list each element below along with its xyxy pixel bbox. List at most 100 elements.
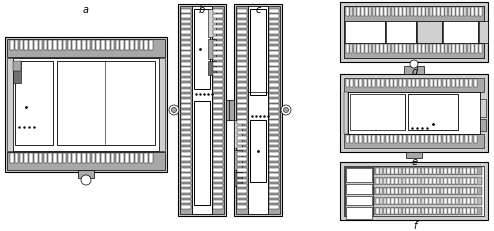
Bar bbox=[125, 153, 129, 163]
Bar bbox=[237, 158, 247, 161]
Bar bbox=[437, 45, 440, 54]
Bar bbox=[399, 80, 402, 88]
Bar bbox=[411, 8, 413, 17]
Bar bbox=[445, 188, 447, 194]
Bar bbox=[269, 142, 279, 145]
Bar bbox=[403, 178, 405, 184]
Bar bbox=[213, 100, 223, 103]
Bar bbox=[269, 121, 279, 124]
Bar bbox=[399, 8, 402, 17]
Bar bbox=[421, 208, 424, 214]
Bar bbox=[269, 42, 279, 45]
Bar bbox=[376, 178, 378, 184]
Bar bbox=[355, 80, 358, 88]
Bar bbox=[140, 41, 143, 51]
Bar bbox=[452, 80, 454, 88]
Bar bbox=[213, 73, 223, 77]
Bar bbox=[350, 135, 353, 143]
Bar bbox=[416, 80, 419, 88]
Text: f: f bbox=[413, 220, 416, 230]
Bar bbox=[441, 8, 444, 17]
Bar bbox=[384, 198, 386, 204]
Bar bbox=[433, 198, 436, 204]
Bar bbox=[181, 68, 191, 71]
Bar bbox=[15, 62, 53, 145]
Bar bbox=[181, 189, 191, 193]
Bar bbox=[181, 131, 191, 135]
Bar bbox=[269, 10, 279, 13]
Bar bbox=[441, 208, 443, 214]
Bar bbox=[237, 116, 247, 119]
Bar bbox=[269, 200, 279, 204]
Bar bbox=[213, 179, 223, 182]
Bar bbox=[421, 198, 424, 204]
Bar bbox=[269, 126, 279, 130]
Bar bbox=[7, 59, 13, 151]
Bar bbox=[376, 208, 378, 214]
Bar bbox=[34, 153, 38, 163]
Bar bbox=[269, 152, 279, 156]
Bar bbox=[269, 137, 279, 140]
Bar bbox=[403, 80, 406, 88]
Bar bbox=[475, 188, 477, 194]
Bar bbox=[414, 198, 416, 204]
Bar bbox=[350, 80, 353, 88]
Bar bbox=[269, 36, 279, 40]
Bar bbox=[237, 105, 247, 108]
Bar bbox=[380, 178, 382, 184]
Bar bbox=[269, 105, 279, 108]
Bar bbox=[77, 41, 81, 51]
Bar bbox=[181, 137, 191, 140]
Bar bbox=[15, 153, 18, 163]
Bar bbox=[430, 45, 432, 54]
Bar bbox=[149, 41, 153, 51]
Bar bbox=[181, 195, 191, 198]
Bar bbox=[269, 31, 279, 35]
Bar bbox=[269, 21, 279, 24]
Bar bbox=[208, 10, 216, 38]
Bar bbox=[437, 8, 440, 17]
Bar bbox=[399, 208, 401, 214]
Bar bbox=[237, 31, 247, 35]
Circle shape bbox=[281, 106, 291, 116]
Bar bbox=[437, 178, 439, 184]
Bar bbox=[24, 41, 28, 51]
Bar bbox=[350, 8, 352, 17]
Bar bbox=[365, 45, 368, 54]
Bar bbox=[460, 135, 463, 143]
Bar bbox=[475, 208, 477, 214]
Bar bbox=[445, 208, 447, 214]
Bar bbox=[39, 41, 42, 51]
Bar bbox=[361, 8, 364, 17]
Bar bbox=[387, 208, 390, 214]
Bar bbox=[269, 52, 279, 56]
Bar bbox=[178, 5, 226, 216]
Bar bbox=[57, 62, 155, 145]
Bar bbox=[355, 135, 358, 143]
Bar bbox=[7, 40, 165, 58]
Bar bbox=[213, 142, 223, 145]
Bar bbox=[226, 100, 231, 121]
Bar bbox=[181, 36, 191, 40]
Bar bbox=[429, 168, 432, 174]
Bar bbox=[452, 178, 454, 184]
Bar bbox=[387, 178, 390, 184]
Bar bbox=[237, 94, 247, 98]
Bar bbox=[357, 45, 360, 54]
Bar bbox=[414, 188, 416, 194]
Bar bbox=[192, 7, 212, 214]
Bar bbox=[237, 147, 247, 151]
Bar bbox=[403, 198, 405, 204]
Bar bbox=[237, 68, 247, 71]
Bar bbox=[374, 187, 482, 195]
Bar bbox=[213, 105, 223, 108]
Bar bbox=[359, 135, 362, 143]
Bar bbox=[121, 153, 124, 163]
Bar bbox=[77, 153, 81, 163]
Bar bbox=[237, 15, 247, 19]
Bar bbox=[437, 208, 439, 214]
Bar bbox=[418, 198, 420, 204]
Bar bbox=[340, 3, 488, 63]
Bar bbox=[434, 80, 437, 88]
Bar bbox=[237, 184, 247, 188]
